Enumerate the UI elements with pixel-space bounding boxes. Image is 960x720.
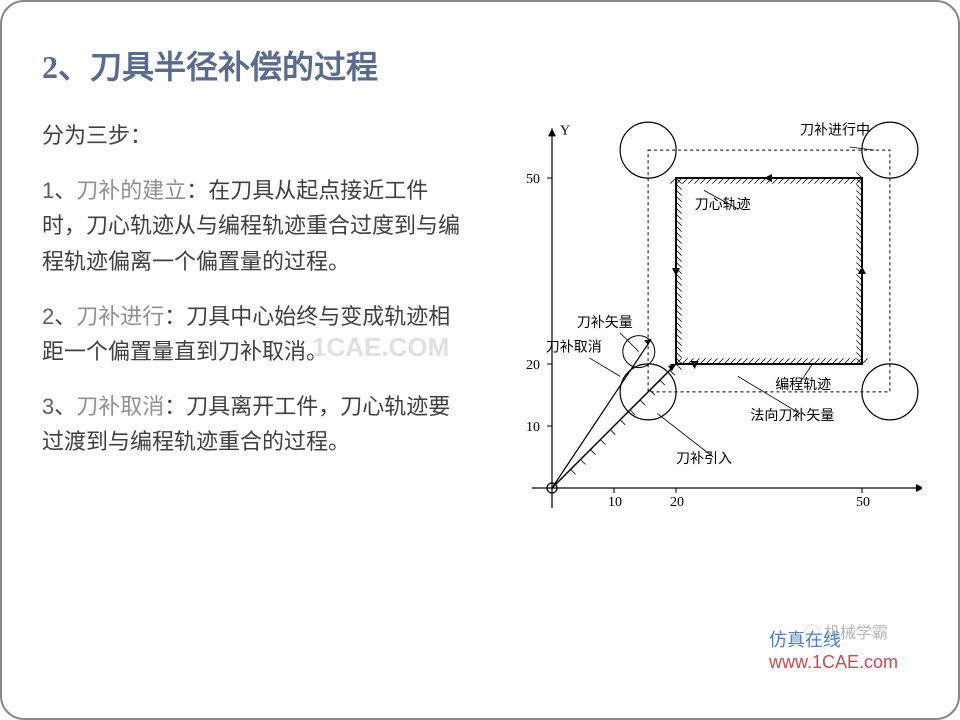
diagram-column: XY102050102050刀补进行中刀心轨迹刀补矢量刀补取消编程轨迹法向刀补矢… — [492, 118, 922, 553]
svg-text:10: 10 — [608, 495, 622, 510]
step-3: 3、刀补取消：刀具离开工件，刀心轨迹要过渡到与编程轨迹重合的过程。 — [42, 389, 472, 459]
svg-text:20: 20 — [670, 495, 684, 510]
svg-text:20: 20 — [526, 358, 540, 373]
intro-text: 分为三步： — [42, 118, 472, 153]
step-1: 1、刀补的建立：在刀具从起点接近工件时，刀心轨迹从与编程轨迹重合过度到与编程轨迹… — [42, 173, 472, 279]
wechat-label: ◯ 机械学霸 — [804, 619, 888, 643]
svg-text:刀补取消: 刀补取消 — [546, 340, 602, 356]
svg-text:刀补矢量: 刀补矢量 — [577, 315, 633, 331]
step-2-title: 刀补进行 — [76, 304, 164, 329]
content-row: 分为三步： 1、刀补的建立：在刀具从起点接近工件时，刀心轨迹从与编程轨迹重合过度… — [42, 118, 918, 553]
step-2: 2、刀补进行：刀具中心始终与变成轨迹相距一个偏置量直到刀补取消。 — [42, 299, 472, 369]
slide-frame: 2、刀具半径补偿的过程 分为三步： 1、刀补的建立：在刀具从起点接近工件时，刀心… — [0, 0, 960, 720]
tool-compensation-diagram: XY102050102050刀补进行中刀心轨迹刀补矢量刀补取消编程轨迹法向刀补矢… — [492, 118, 922, 548]
text-column: 分为三步： 1、刀补的建立：在刀具从起点接近工件时，刀心轨迹从与编程轨迹重合过度… — [42, 118, 472, 553]
step-1-title: 刀补的建立 — [76, 178, 186, 203]
step-2-num: 2 — [42, 304, 54, 329]
step-3-title: 刀补取消 — [76, 394, 164, 419]
svg-text:刀补进行中: 刀补进行中 — [800, 123, 870, 139]
svg-text:10: 10 — [526, 420, 540, 435]
svg-text:50: 50 — [856, 495, 870, 510]
svg-text:刀心轨迹: 刀心轨迹 — [695, 197, 751, 213]
step-3-num: 3 — [42, 394, 54, 419]
svg-text:编程轨迹: 编程轨迹 — [775, 377, 831, 393]
step-1-num: 1 — [42, 178, 54, 203]
slide-title: 2、刀具半径补偿的过程 — [42, 42, 918, 88]
svg-text:Y: Y — [560, 124, 570, 139]
svg-text:法向刀补矢量: 法向刀补矢量 — [750, 408, 834, 424]
svg-text:50: 50 — [526, 172, 540, 187]
svg-text:刀补引入: 刀补引入 — [676, 451, 732, 467]
